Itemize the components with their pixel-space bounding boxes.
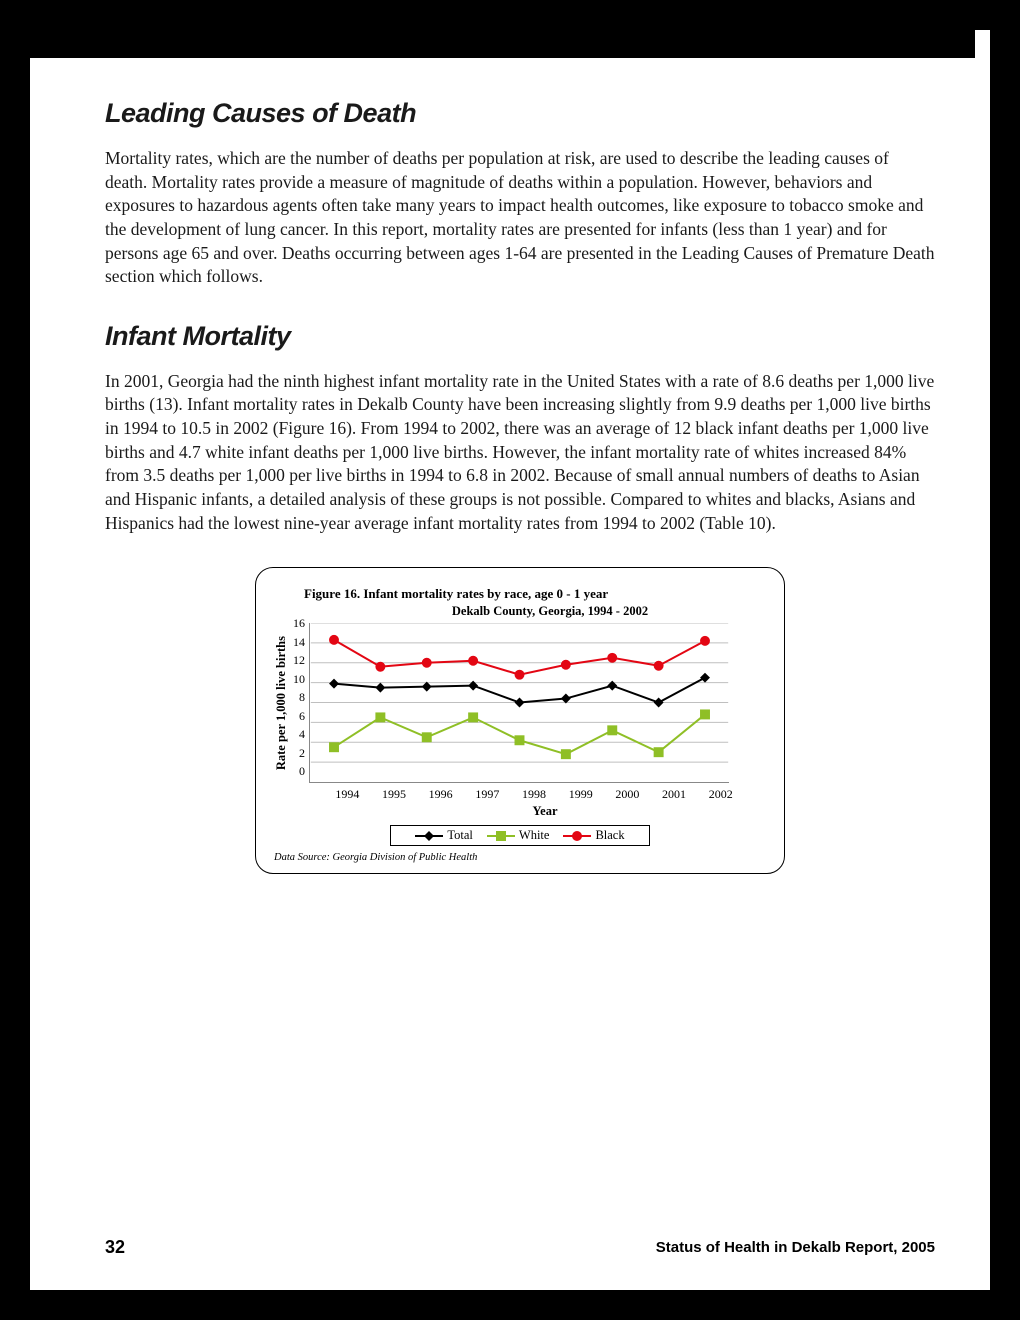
section1-body: Mortality rates, which are the number of…: [105, 147, 935, 289]
chart-xlabel: Year: [324, 804, 766, 819]
chart-xticks: 199419951996199719981999200020012002: [324, 787, 744, 802]
section2-heading: Infant Mortality: [105, 321, 935, 352]
legend-item-black: Black: [563, 828, 624, 843]
section1-heading: Leading Causes of Death: [105, 98, 935, 129]
top-black-bar: [30, 30, 975, 58]
legend-item-total: Total: [415, 828, 473, 843]
chart-yticks: 1614121086420: [293, 623, 305, 783]
chart-ylabel: Rate per 1,000 live births: [274, 636, 289, 770]
chart-plot-area: [309, 623, 729, 783]
page-number: 32: [105, 1237, 125, 1258]
figure-16-chart: Figure 16. Infant mortality rates by rac…: [255, 567, 785, 874]
legend-item-white: White: [487, 828, 550, 843]
chart-source: Data Source: Georgia Division of Public …: [274, 852, 766, 863]
footer-report-title: Status of Health in Dekalb Report, 2005: [656, 1239, 935, 1256]
section2-body: In 2001, Georgia had the ninth highest i…: [105, 370, 935, 535]
chart-subtitle: Dekalb County, Georgia, 1994 - 2002: [334, 604, 766, 619]
chart-legend: Total White Black: [390, 825, 650, 846]
chart-title: Figure 16. Infant mortality rates by rac…: [304, 586, 766, 602]
